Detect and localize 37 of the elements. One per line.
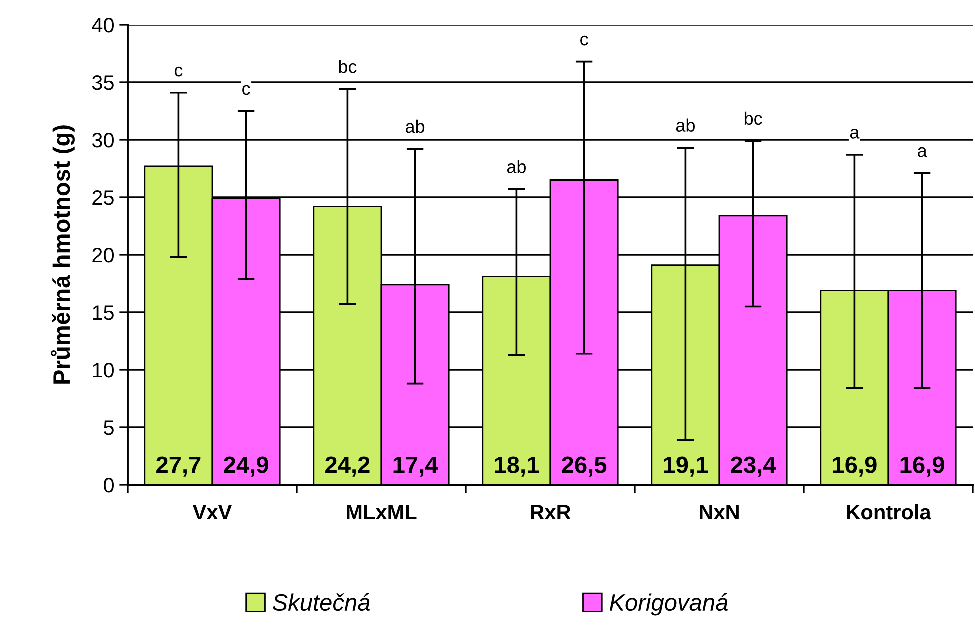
y-tick-label: 20 [92,248,114,263]
annotation: bc [339,60,357,74]
data-label: 26,5 [562,456,607,477]
x-tick-label: Kontrola [847,504,932,520]
data-label: 24,2 [326,456,370,477]
y-tick-label: 5 [104,420,114,436]
data-label: 24,9 [224,456,268,477]
data-label: 17,4 [394,456,438,477]
annotation: ab [676,118,695,132]
x-tick-label: VxV [192,505,232,520]
data-label: 16,9 [900,456,944,477]
annotation: a [850,128,860,139]
y-tick-label: 25 [92,190,114,206]
annotation: c [580,36,588,46]
annotation: c [174,66,183,77]
annotation: bc [744,112,762,126]
annotation: ab [507,160,526,174]
data-label: 18,1 [495,456,540,477]
data-label: 19,1 [664,456,708,477]
x-tick-label: MLxML [347,505,417,520]
annotation: ab [406,120,425,134]
annotation: c [242,85,250,96]
y-tick-label: 40 [92,18,114,33]
x-tick-label: NxN [700,505,739,520]
y-tick-label: 10 [93,363,114,378]
y-axis-title: Průměrná hmotnost (g) [51,126,75,384]
x-tick-label: RxR [531,505,571,520]
y-tick-label: 35 [92,76,114,90]
data-label: 16,9 [833,456,877,477]
y-tick-label: 0 [104,478,114,493]
data-label: 23,4 [731,456,776,477]
y-tick-label: 15 [93,306,114,320]
legend-label: Korigovaná [610,593,728,616]
y-tick-label: 30 [92,133,114,148]
annotation: a [918,147,928,158]
legend-label: Skutečná [272,593,370,612]
data-label: 27,7 [156,456,201,477]
